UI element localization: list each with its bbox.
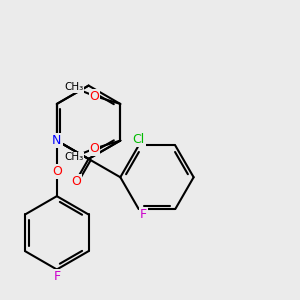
Text: O: O <box>90 142 100 155</box>
Text: O: O <box>71 175 81 188</box>
Text: CH₃: CH₃ <box>64 152 83 162</box>
Text: O: O <box>90 89 100 103</box>
Text: O: O <box>52 165 62 178</box>
Text: N: N <box>52 134 62 147</box>
Text: F: F <box>53 270 60 283</box>
Text: Cl: Cl <box>133 133 145 146</box>
Text: CH₃: CH₃ <box>64 82 83 92</box>
Text: F: F <box>140 208 147 221</box>
